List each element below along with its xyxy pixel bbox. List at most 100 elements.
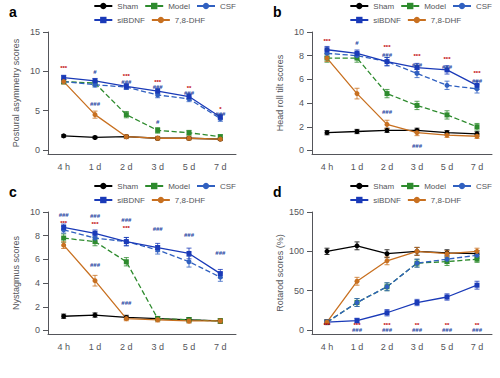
svg-text:Model: Model xyxy=(168,182,190,191)
svg-text:2: 2 xyxy=(35,302,40,312)
svg-text:siBDNF: siBDNF xyxy=(373,196,401,205)
svg-text:100: 100 xyxy=(289,246,304,256)
svg-text:###: ### xyxy=(382,109,393,115)
svg-text:5 d: 5 d xyxy=(441,342,454,352)
svg-text:1 d: 1 d xyxy=(351,342,364,352)
svg-text:2 d: 2 d xyxy=(120,162,133,172)
svg-text:siBDNF: siBDNF xyxy=(117,196,145,205)
svg-text:4 h: 4 h xyxy=(57,342,70,352)
svg-text:###: ### xyxy=(382,327,393,333)
svg-text:d: d xyxy=(273,184,282,200)
svg-text:#: # xyxy=(325,46,329,52)
svg-text:0: 0 xyxy=(299,145,304,155)
svg-text:4: 4 xyxy=(299,98,304,108)
svg-text:###: ### xyxy=(121,217,132,223)
svg-text:###: ### xyxy=(472,327,483,333)
svg-text:Postural asymmetry scores: Postural asymmetry scores xyxy=(11,38,21,147)
svg-text:###: ### xyxy=(352,327,363,333)
svg-text:***: *** xyxy=(60,65,68,71)
svg-text:###: ### xyxy=(121,300,132,306)
svg-text:b: b xyxy=(273,4,282,20)
svg-text:7,8-DHF: 7,8-DHF xyxy=(431,196,461,205)
svg-text:c: c xyxy=(9,184,17,200)
svg-text:10: 10 xyxy=(30,207,40,217)
svg-text:###: ### xyxy=(184,90,195,96)
svg-text:###: ### xyxy=(412,327,423,333)
svg-text:###: ### xyxy=(153,226,164,232)
svg-text:***: *** xyxy=(473,70,481,76)
svg-text:2: 2 xyxy=(299,122,304,132)
svg-text:###: ### xyxy=(215,111,226,117)
svg-text:7,8-DHF: 7,8-DHF xyxy=(175,196,205,205)
svg-text:1 d: 1 d xyxy=(351,162,364,172)
svg-text:***: *** xyxy=(91,221,99,227)
svg-text:a: a xyxy=(9,4,17,20)
svg-text:7,8-DHF: 7,8-DHF xyxy=(431,16,461,25)
svg-text:Sham: Sham xyxy=(373,182,394,191)
svg-text:10: 10 xyxy=(294,27,304,37)
svg-text:***: *** xyxy=(383,44,391,50)
svg-text:10: 10 xyxy=(30,66,40,76)
svg-text:Sham: Sham xyxy=(117,182,138,191)
svg-text:8: 8 xyxy=(299,51,304,61)
svg-text:1 d: 1 d xyxy=(89,162,102,172)
svg-text:###: ### xyxy=(472,78,483,84)
svg-text:***: *** xyxy=(123,225,131,231)
svg-text:150: 150 xyxy=(289,207,304,217)
svg-text:4 h: 4 h xyxy=(321,342,334,352)
svg-text:2 d: 2 d xyxy=(381,162,394,172)
svg-text:CSF: CSF xyxy=(220,2,236,11)
svg-text:###: ### xyxy=(412,62,423,68)
svg-text:Sham: Sham xyxy=(373,2,394,11)
svg-text:0: 0 xyxy=(35,145,40,155)
svg-text:6: 6 xyxy=(35,254,40,264)
svg-text:###: ### xyxy=(442,327,453,333)
svg-text:15: 15 xyxy=(30,27,40,37)
svg-text:Model: Model xyxy=(168,2,190,11)
svg-text:3 d: 3 d xyxy=(411,342,424,352)
svg-text:7 d: 7 d xyxy=(214,342,227,352)
svg-text:###: ### xyxy=(412,143,423,149)
svg-text:###: ### xyxy=(382,52,393,58)
svg-text:0: 0 xyxy=(35,325,40,335)
svg-text:Model: Model xyxy=(424,182,446,191)
svg-text:5: 5 xyxy=(35,106,40,116)
svg-text:5 d: 5 d xyxy=(441,162,454,172)
svg-text:7 d: 7 d xyxy=(471,162,484,172)
svg-text:siBDNF: siBDNF xyxy=(117,16,145,25)
svg-text:4 h: 4 h xyxy=(321,162,334,172)
svg-text:Nystagmus scores: Nystagmus scores xyxy=(11,235,21,310)
svg-text:***: *** xyxy=(323,322,331,328)
svg-text:###: ### xyxy=(442,64,453,70)
svg-text:###: ### xyxy=(90,213,101,219)
svg-text:50: 50 xyxy=(294,286,304,296)
svg-text:7 d: 7 d xyxy=(214,162,227,172)
svg-text:Head roll tilt scores: Head roll tilt scores xyxy=(275,54,285,131)
svg-text:###: ### xyxy=(90,262,101,268)
svg-text:Model: Model xyxy=(424,2,446,11)
svg-text:siBDNF: siBDNF xyxy=(373,16,401,25)
svg-text:3 d: 3 d xyxy=(411,162,424,172)
svg-text:#: # xyxy=(93,69,97,75)
svg-text:#: # xyxy=(355,40,359,46)
svg-text:Rotarod scores (%): Rotarod scores (%) xyxy=(275,234,285,312)
svg-text:4: 4 xyxy=(35,278,40,288)
svg-text:8: 8 xyxy=(35,231,40,241)
svg-text:###: ### xyxy=(153,84,164,90)
svg-text:2 d: 2 d xyxy=(381,342,394,352)
svg-text:***: *** xyxy=(413,53,421,59)
svg-text:###: ### xyxy=(215,250,226,256)
svg-text:5 d: 5 d xyxy=(183,162,196,172)
svg-text:#: # xyxy=(156,119,160,125)
svg-text:3 d: 3 d xyxy=(151,342,164,352)
svg-text:7,8-DHF: 7,8-DHF xyxy=(175,16,205,25)
svg-text:6: 6 xyxy=(299,74,304,84)
svg-text:0: 0 xyxy=(299,325,304,335)
svg-text:***: *** xyxy=(443,56,451,62)
svg-text:***: *** xyxy=(323,38,331,44)
svg-text:1 d: 1 d xyxy=(89,342,102,352)
svg-text:2 d: 2 d xyxy=(120,342,133,352)
svg-text:###: ### xyxy=(184,232,195,238)
svg-text:***: *** xyxy=(60,220,68,226)
svg-text:4 h: 4 h xyxy=(57,162,70,172)
